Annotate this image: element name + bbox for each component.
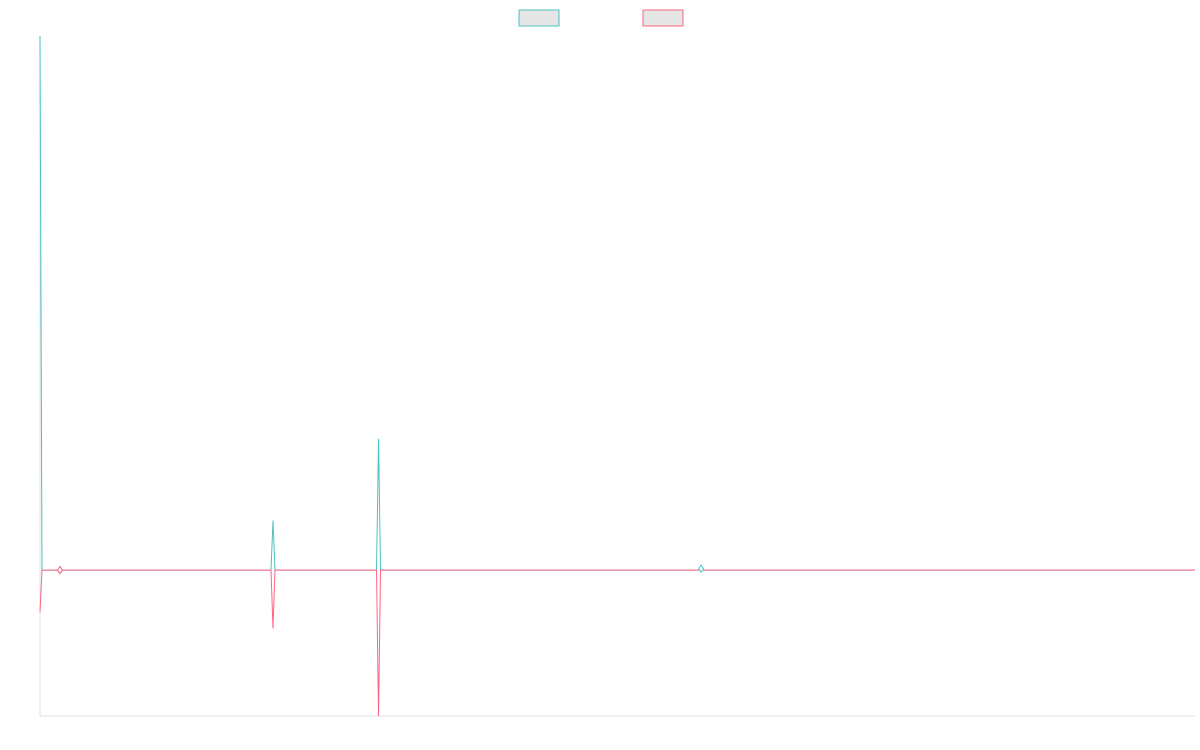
data-point-marker-1-2[interactable] (698, 564, 705, 573)
plot-area (39, 35, 1195, 717)
legend-swatch-series-2[interactable] (642, 9, 684, 27)
legend-swatch-series-1[interactable] (518, 9, 560, 27)
series-line-1 (39, 35, 1195, 571)
legend[interactable] (518, 9, 684, 27)
series-line-2 (39, 569, 1195, 717)
axes (39, 36, 1195, 717)
data-point-marker-2-1[interactable] (56, 565, 63, 575)
